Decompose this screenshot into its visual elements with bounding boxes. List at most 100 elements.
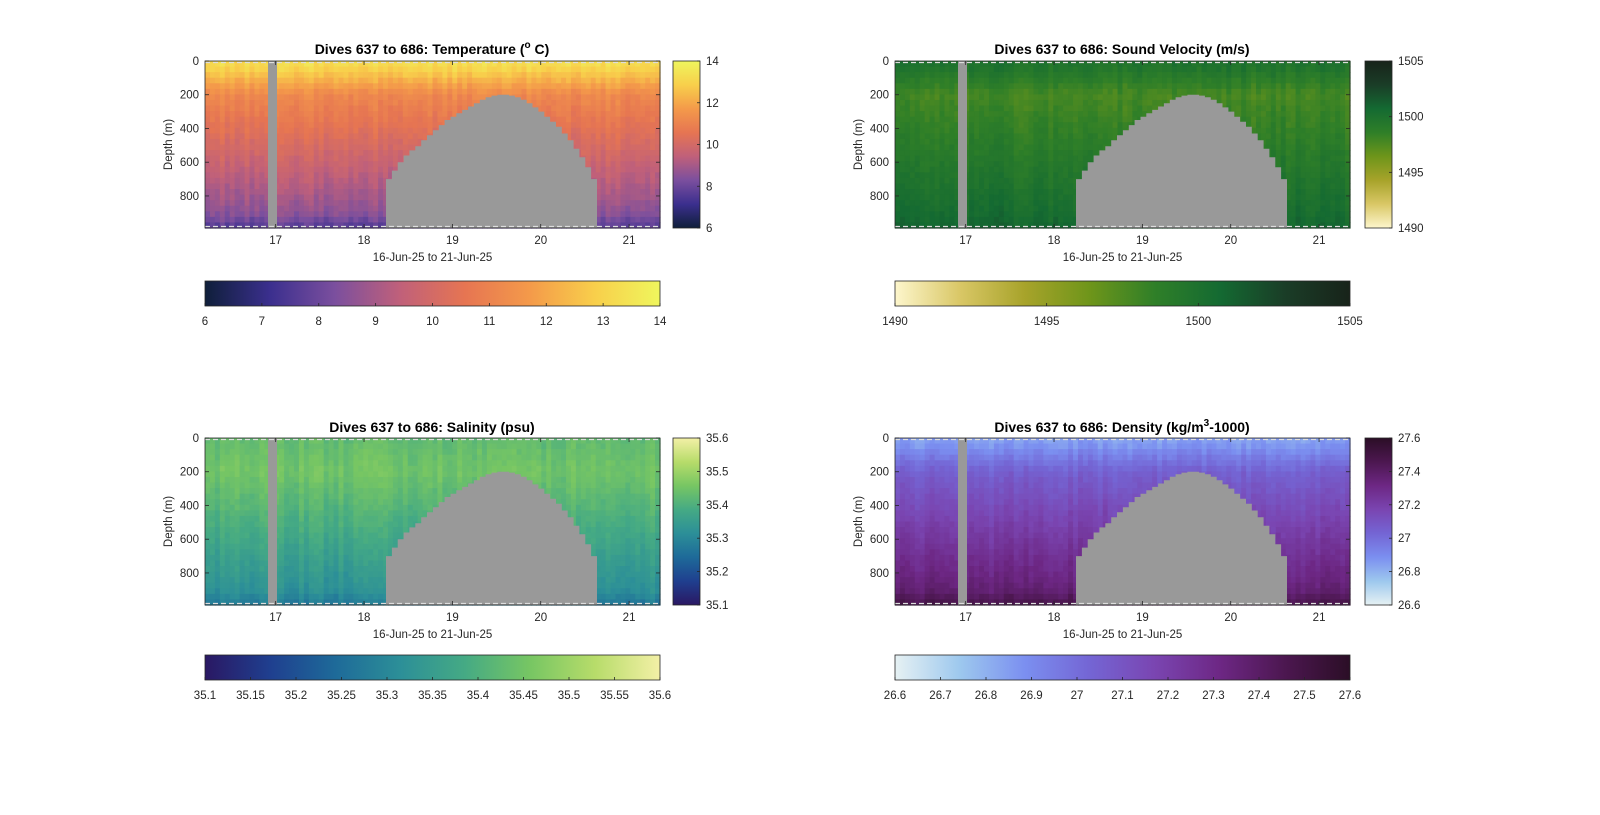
heatmap-cell <box>1058 72 1064 79</box>
heatmap-cell <box>1043 144 1049 151</box>
heatmap-cell <box>259 183 265 190</box>
heatmap-cell <box>1077 172 1084 179</box>
heatmap-cell <box>590 122 597 129</box>
heatmap-cell <box>904 144 911 151</box>
heatmap-cell <box>988 177 995 185</box>
heatmap-cell <box>378 88 384 95</box>
heatmap-cell <box>1152 94 1158 101</box>
heatmap-cell <box>303 66 310 73</box>
heatmap-cell <box>457 94 463 101</box>
heatmap-cell <box>1008 144 1015 151</box>
heatmap-cell <box>353 161 359 168</box>
heatmap-cell <box>1058 161 1064 168</box>
heatmap-cell <box>279 133 285 140</box>
heatmap-cell <box>914 216 921 224</box>
heatmap-cell <box>1122 116 1129 123</box>
heatmap-cell <box>1137 105 1143 112</box>
heatmap-cell <box>417 72 424 79</box>
heatmap-cell <box>610 166 617 173</box>
heatmap-cell <box>1073 200 1079 207</box>
heatmap-cell <box>343 99 350 107</box>
heatmap-cell <box>1063 77 1069 84</box>
heatmap-cell <box>1226 105 1232 112</box>
heatmap-cell <box>1003 133 1010 140</box>
heatmap-cell <box>620 166 626 173</box>
heatmap-cell <box>516 83 523 90</box>
heatmap-cell <box>615 216 622 224</box>
heatmap-cell <box>328 177 335 185</box>
heatmap-cell <box>620 144 626 151</box>
heatmap-cell <box>650 183 656 190</box>
heatmap-cell <box>1181 72 1188 79</box>
heatmap-cell <box>899 177 906 185</box>
heatmap-cell <box>264 133 270 140</box>
heatmap-cell <box>551 72 557 79</box>
heatmap-cell <box>274 205 280 212</box>
heatmap-cell <box>308 211 315 218</box>
heatmap-cell <box>1087 105 1094 112</box>
heatmap-cell <box>954 211 960 218</box>
heatmap-cell <box>998 83 1005 90</box>
heatmap-cell <box>343 166 350 173</box>
heatmap-cell <box>1073 194 1079 201</box>
heatmap-cell <box>1167 77 1173 84</box>
heatmap-cell <box>422 61 429 68</box>
heatmap-cell <box>1216 83 1223 90</box>
heatmap-cell <box>214 99 221 107</box>
heatmap-cell <box>1082 61 1089 68</box>
heatmap-cell <box>895 61 901 68</box>
heatmap-cell <box>993 155 1000 162</box>
heatmap-cell <box>899 138 906 146</box>
heatmap-cell <box>1023 122 1030 129</box>
heatmap-cell <box>1038 177 1044 185</box>
heatmap-cell <box>909 122 916 129</box>
heatmap-cell <box>635 205 641 212</box>
heatmap-cell <box>1226 88 1232 95</box>
heatmap-cell <box>556 88 562 95</box>
heatmap-cell <box>234 105 241 112</box>
heatmap-cell <box>1008 166 1015 173</box>
heatmap-cell <box>249 138 256 146</box>
heatmap-cell <box>298 61 305 68</box>
heatmap-cell <box>1063 105 1069 112</box>
heatmap-cell <box>909 177 916 185</box>
heatmap-cell <box>964 99 970 107</box>
heatmap-cell <box>378 194 384 201</box>
heatmap-cell <box>1063 194 1069 201</box>
heatmap-cell <box>939 99 946 107</box>
heatmap-cell <box>244 83 251 90</box>
heatmap-cell <box>1102 72 1109 79</box>
heatmap-cell <box>1117 83 1124 90</box>
heatmap-cell <box>239 105 246 112</box>
heatmap-cell <box>625 211 631 218</box>
heatmap-cell <box>1171 94 1178 101</box>
colorbar-bottom <box>204 280 661 307</box>
heatmap-cell <box>1191 88 1198 95</box>
heatmap-cell <box>1122 99 1129 107</box>
heatmap-cell <box>914 127 921 134</box>
heatmap-cell <box>1073 99 1079 107</box>
heatmap-cell <box>402 66 409 73</box>
heatmap-cell <box>427 72 434 79</box>
heatmap-cell <box>620 133 626 140</box>
heatmap-cell <box>308 127 315 134</box>
heatmap-cell <box>1221 88 1227 95</box>
heatmap-cell <box>387 155 394 162</box>
heatmap-cell <box>333 66 340 73</box>
heatmap-cell <box>397 105 404 112</box>
heatmap-cell <box>486 72 493 79</box>
heatmap-cell <box>1033 166 1040 173</box>
heatmap-cell <box>472 83 478 90</box>
heatmap-cell <box>1038 200 1044 207</box>
heatmap-cell <box>234 94 241 101</box>
heatmap-cell <box>1003 105 1010 112</box>
heatmap-cell <box>298 161 305 168</box>
heatmap-cell <box>1107 133 1114 140</box>
heatmap-cell <box>239 161 246 168</box>
heatmap-cell <box>1107 94 1114 101</box>
heatmap-cell <box>457 99 463 107</box>
heatmap-cell <box>224 138 231 146</box>
heatmap-cell <box>308 88 315 95</box>
heatmap-cell <box>1023 66 1030 73</box>
heatmap-cell <box>984 99 990 107</box>
